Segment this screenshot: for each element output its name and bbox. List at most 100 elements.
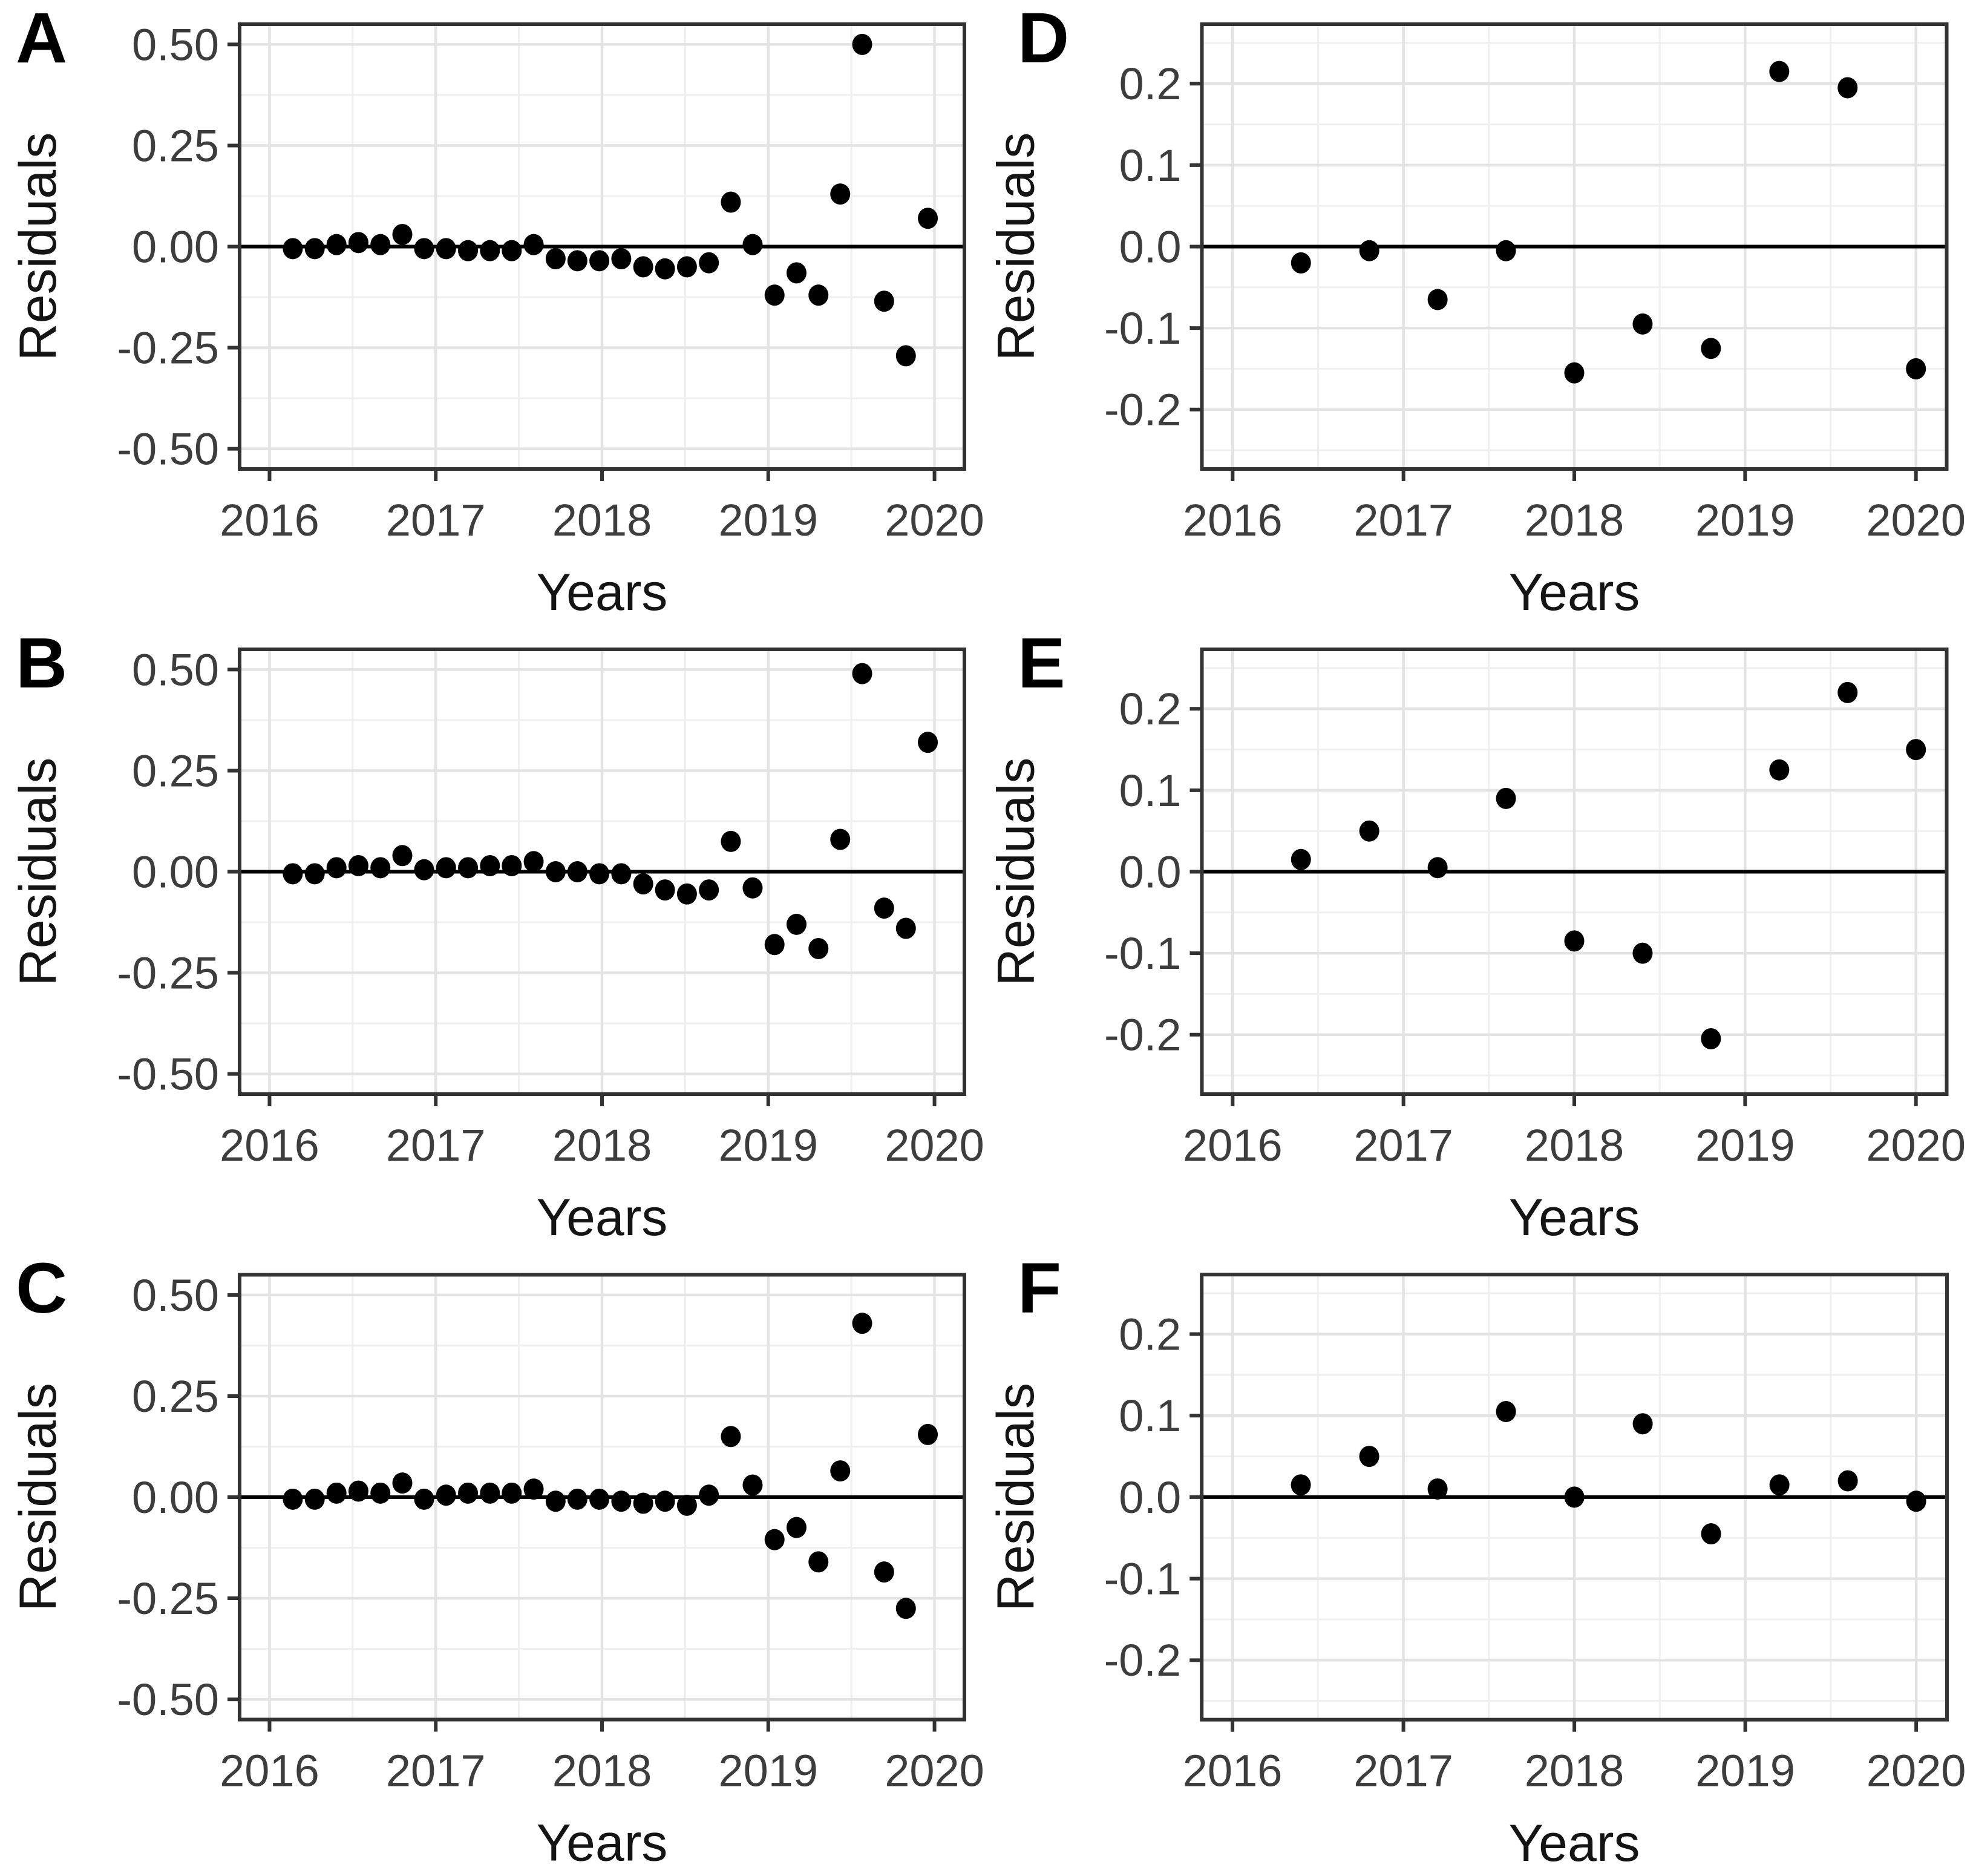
data-point	[786, 262, 807, 284]
panel-E: E 0.2 0.1 0.0 -0.1 -0.2 2016 2017 2018 2019 2020 Y…	[986, 625, 1973, 1250]
panel-E-plot: 0.2 0.1 0.0 -0.1 -0.2 2016 2017 2018 2019 2020 Yea…	[987, 648, 1966, 1247]
x-tick-label: 2016	[1183, 1746, 1283, 1796]
data-point	[326, 1482, 347, 1504]
y-tick-label: 0.25	[132, 1371, 219, 1422]
data-point	[348, 1480, 368, 1502]
x-tick-label: 2020	[1866, 1120, 1966, 1170]
x-tick-label: 2016	[1183, 495, 1283, 545]
data-point	[326, 234, 347, 255]
data-point	[852, 33, 872, 55]
data-point	[589, 1488, 610, 1510]
data-point	[786, 1517, 807, 1538]
data-point	[545, 248, 566, 270]
data-point	[436, 238, 456, 260]
data-point	[1359, 1446, 1379, 1468]
data-point	[611, 1491, 632, 1512]
data-point	[874, 290, 894, 312]
data-point	[1769, 1474, 1790, 1496]
data-point	[480, 240, 500, 261]
data-point	[480, 854, 500, 876]
data-point	[633, 1492, 653, 1514]
data-point	[502, 1482, 522, 1504]
y-tick-label: -0.50	[117, 1674, 219, 1725]
panel-F-letter: F	[1018, 1248, 1062, 1328]
x-tick-label: 2019	[718, 1120, 818, 1170]
data-point	[523, 234, 544, 255]
data-point	[502, 240, 522, 261]
y-tick-label: 0.1	[1119, 140, 1182, 191]
panel-A: A 0.50 0.25 0.00 -0.25 -0.50 2016 2017 2018 2019…	[0, 0, 986, 625]
data-point	[1837, 77, 1858, 99]
data-point	[392, 1472, 413, 1494]
panel-C: C 0.50 0.25 0.00 -0.25 -0.50 2016 2017 2018 2019…	[0, 1250, 986, 1876]
data-point	[786, 913, 807, 935]
panel-A-letter: A	[16, 0, 68, 78]
data-point	[348, 232, 368, 254]
data-point	[830, 828, 851, 850]
data-point	[699, 879, 719, 901]
y-tick-label: 0.2	[1119, 1309, 1181, 1359]
data-point	[1837, 681, 1858, 703]
data-point	[699, 1484, 719, 1506]
panel-D-plot: 0.2 0.1 0.0 -0.1 -0.2 2016 2017 2018 2019 2020 Yea…	[987, 22, 1966, 622]
data-point	[699, 252, 719, 274]
y-axis-title: Residuals	[987, 758, 1045, 986]
data-point	[895, 1598, 916, 1619]
data-point	[1564, 1486, 1585, 1508]
x-axis-title: Years	[537, 1814, 668, 1872]
data-point	[458, 1482, 479, 1504]
y-axis-title: Residuals	[987, 1383, 1045, 1612]
x-tick-label: 2020	[1866, 495, 1966, 545]
data-point	[589, 863, 610, 885]
data-point	[370, 1482, 391, 1504]
y-tick-label: -0.50	[117, 424, 219, 474]
data-point	[764, 1529, 785, 1550]
x-tick-label: 2018	[552, 1120, 652, 1170]
data-point	[1906, 739, 1926, 761]
data-point	[545, 1491, 566, 1512]
data-point	[502, 854, 522, 876]
data-point	[414, 1488, 434, 1510]
data-point	[567, 250, 587, 272]
y-tick-label: 0.50	[132, 19, 219, 70]
x-tick-label: 2018	[1525, 495, 1625, 545]
y-axis-title: Residuals	[9, 133, 67, 361]
data-point	[918, 1423, 938, 1445]
data-point	[458, 857, 479, 879]
x-tick-label: 2019	[1695, 1120, 1795, 1170]
data-point	[304, 863, 325, 885]
data-point	[1564, 362, 1585, 384]
data-point	[567, 1488, 587, 1510]
data-point	[676, 1494, 697, 1516]
y-tick-label: -0.1	[1104, 303, 1182, 353]
data-point	[283, 863, 303, 885]
y-axis-title: Residuals	[9, 1383, 67, 1612]
panel-C-letter: C	[16, 1248, 68, 1328]
data-point	[436, 857, 456, 879]
data-point	[1701, 1523, 1721, 1545]
data-point	[676, 256, 697, 278]
data-point	[830, 1460, 851, 1482]
data-point	[852, 1313, 872, 1334]
y-tick-label: 0.25	[132, 746, 219, 796]
y-axis-title: Residuals	[9, 758, 67, 986]
data-point	[304, 1488, 325, 1510]
data-point	[1701, 338, 1721, 359]
data-point	[1701, 1028, 1721, 1049]
data-point	[895, 345, 916, 367]
x-tick-label: 2020	[1867, 1746, 1966, 1796]
x-tick-label: 2018	[552, 495, 652, 545]
panel-D-letter: D	[1018, 0, 1070, 78]
data-point	[676, 883, 697, 905]
data-point	[633, 873, 653, 895]
x-tick-label: 2016	[220, 1746, 319, 1796]
y-tick-label: -0.2	[1104, 385, 1182, 435]
data-point	[370, 857, 391, 879]
data-point	[523, 1478, 544, 1500]
data-point	[283, 1488, 303, 1510]
data-point	[1769, 61, 1790, 82]
panel-F: F 0.2 0.1 0.0 -0.1 -0.2 2016 2017 2018 2019 2020 Y…	[986, 1250, 1973, 1876]
x-tick-label: 2020	[885, 1746, 984, 1796]
